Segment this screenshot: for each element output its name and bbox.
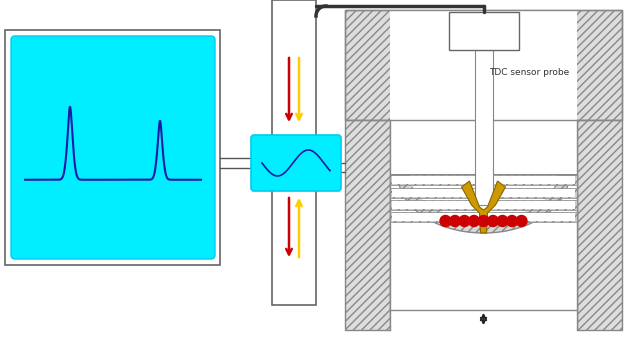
Circle shape <box>468 216 480 226</box>
Circle shape <box>497 216 508 226</box>
Bar <box>392 189 575 197</box>
Text: TDC sensor probe: TDC sensor probe <box>490 68 570 77</box>
Circle shape <box>478 216 489 226</box>
Bar <box>390 175 577 310</box>
Bar <box>448 12 518 50</box>
Circle shape <box>449 216 461 226</box>
Circle shape <box>440 216 451 226</box>
Bar <box>390 188 577 198</box>
Polygon shape <box>461 181 506 233</box>
Bar <box>345 120 390 330</box>
FancyBboxPatch shape <box>251 135 341 191</box>
Bar <box>577 120 622 330</box>
Polygon shape <box>410 175 557 219</box>
FancyBboxPatch shape <box>11 36 215 259</box>
Bar <box>5 30 220 265</box>
Bar <box>390 175 577 185</box>
Circle shape <box>516 216 527 226</box>
Bar <box>345 10 622 120</box>
Bar <box>392 213 575 221</box>
Circle shape <box>459 216 470 226</box>
Bar <box>390 120 577 330</box>
Bar <box>390 10 577 120</box>
Bar <box>345 10 622 120</box>
Polygon shape <box>390 175 577 233</box>
Bar <box>392 201 575 209</box>
Circle shape <box>506 216 518 226</box>
Bar <box>390 212 577 222</box>
Circle shape <box>488 216 498 226</box>
Bar <box>272 0 316 305</box>
Bar <box>392 176 575 184</box>
Bar <box>390 200 577 210</box>
Bar <box>475 50 493 205</box>
